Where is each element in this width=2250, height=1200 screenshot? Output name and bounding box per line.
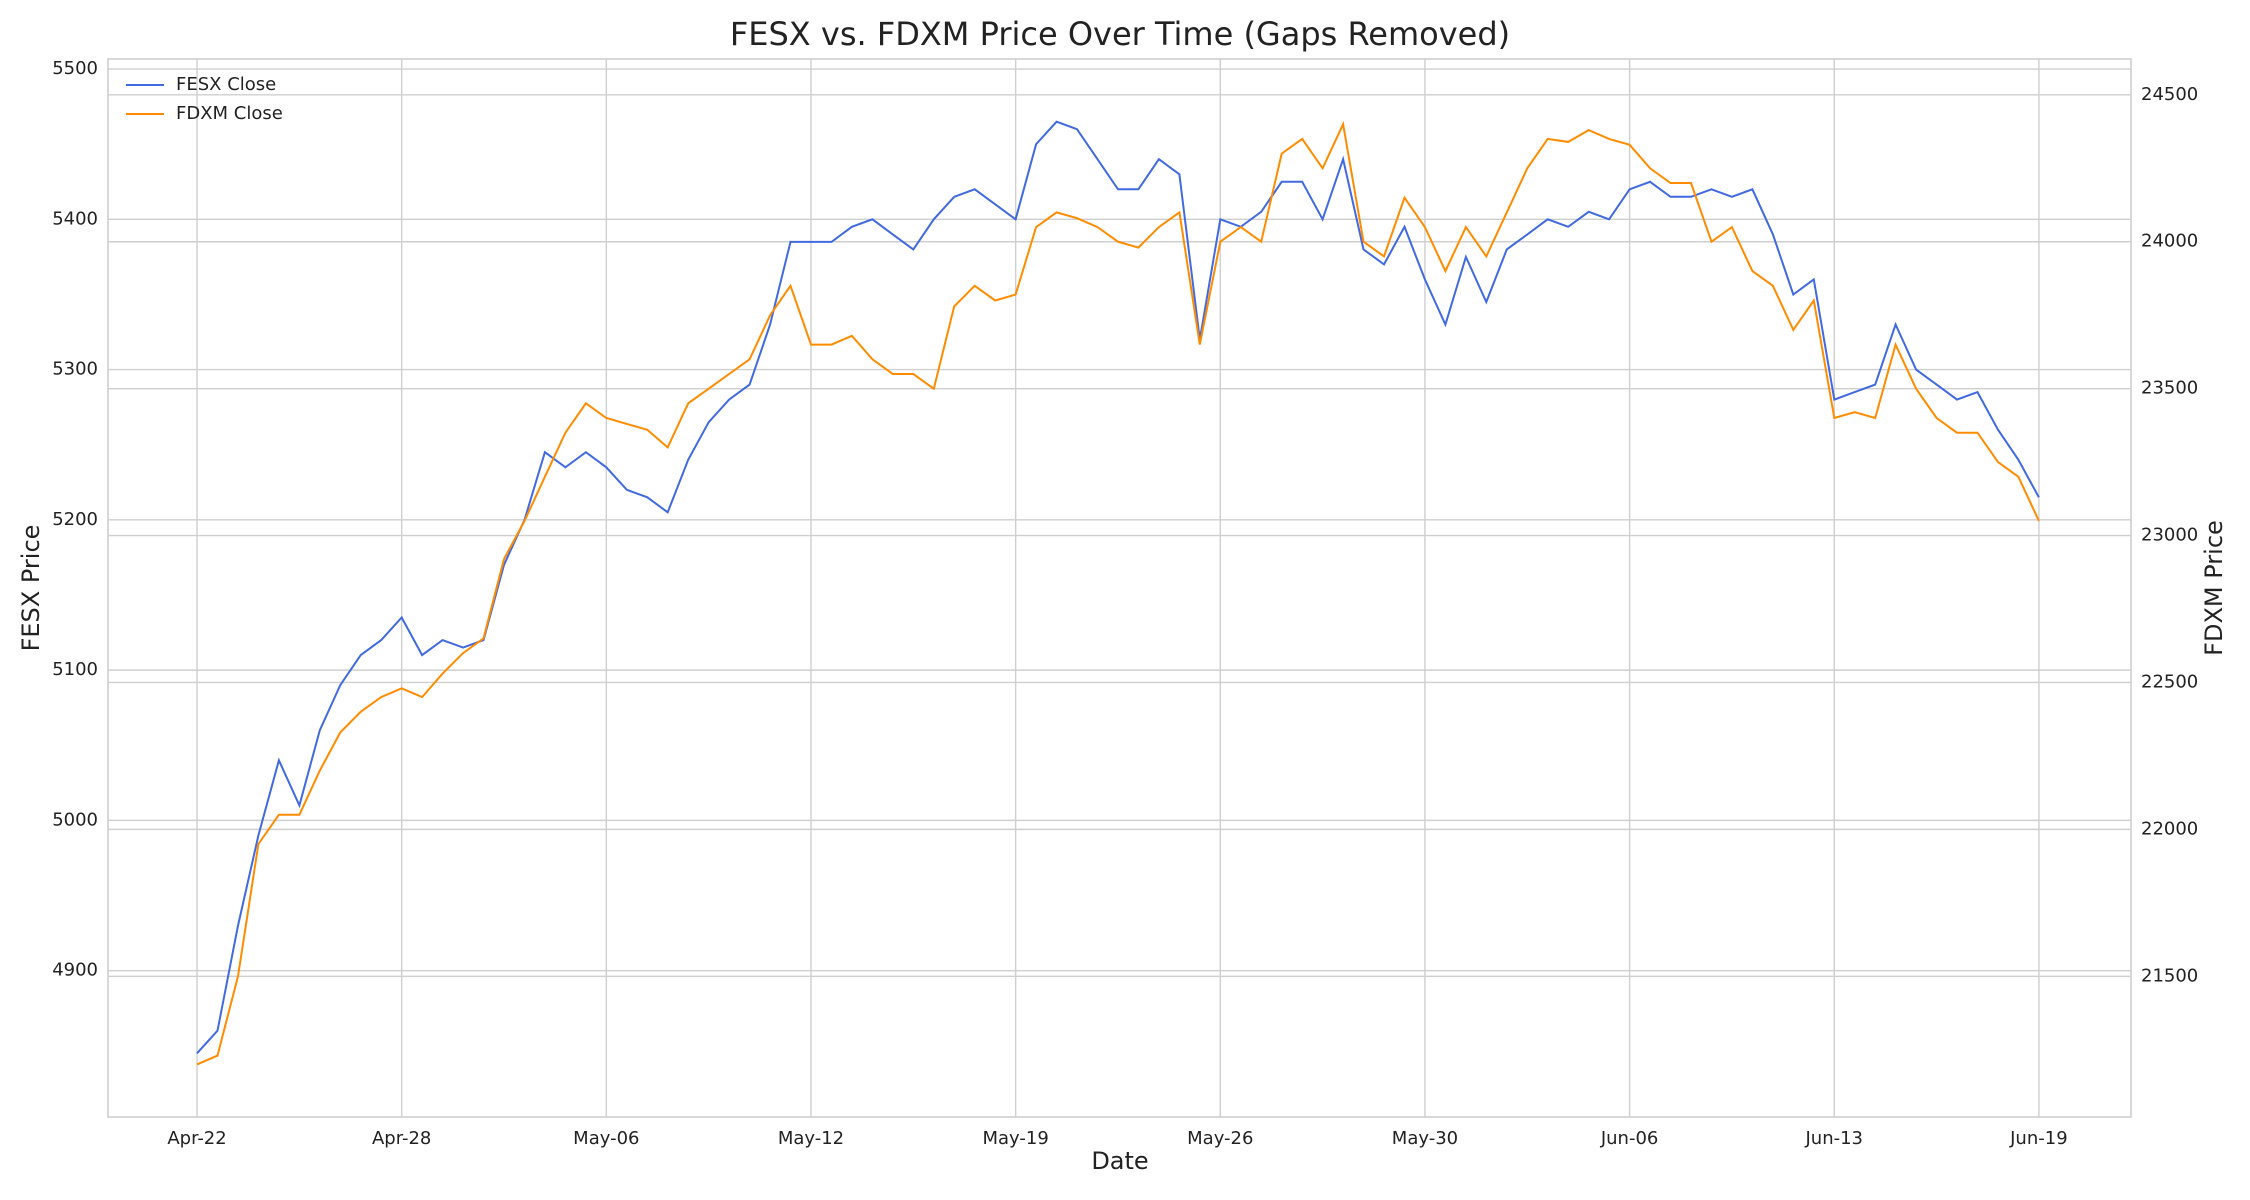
y-axis-label: FESX Price bbox=[17, 525, 45, 652]
x-tick-label: Jun-19 bbox=[2009, 1128, 2068, 1149]
legend-label: FDXM Close bbox=[176, 103, 283, 124]
x-tick-label: Apr-22 bbox=[167, 1128, 226, 1149]
x-tick-label: May-19 bbox=[982, 1128, 1048, 1149]
y2-tick-label: 23500 bbox=[2141, 378, 2198, 399]
y-tick-label: 5100 bbox=[52, 659, 98, 680]
y-tick-label: 5200 bbox=[52, 509, 98, 530]
y2-tick-label: 22500 bbox=[2141, 671, 2198, 692]
y-tick-label: 5300 bbox=[52, 359, 98, 380]
legend-label: FESX Close bbox=[176, 74, 276, 95]
series-line bbox=[196, 120, 2040, 1054]
y-tick-label: 4900 bbox=[52, 960, 98, 981]
y2-tick-label: 24500 bbox=[2141, 84, 2198, 105]
x-tick-label: Apr-28 bbox=[372, 1128, 431, 1149]
x-tick-label: May-26 bbox=[1187, 1128, 1253, 1149]
y2-tick-label: 21500 bbox=[2141, 965, 2198, 986]
y2-axis-label: FDXM Price bbox=[2200, 520, 2228, 656]
y-tick-label: 5000 bbox=[52, 809, 98, 830]
x-tick-label: May-06 bbox=[573, 1128, 639, 1149]
y2-tick-label: 23000 bbox=[2141, 525, 2198, 546]
x-tick-label: Jun-13 bbox=[1804, 1128, 1863, 1149]
plot-frame bbox=[107, 58, 2132, 1118]
y-tick-label: 5400 bbox=[52, 208, 98, 229]
y-tick-label: 5500 bbox=[52, 58, 98, 79]
series-line bbox=[196, 120, 2040, 1066]
x-tick-label: May-30 bbox=[1392, 1128, 1458, 1149]
y2-tick-label: 24000 bbox=[2141, 231, 2198, 252]
y2-tick-label: 22000 bbox=[2141, 818, 2198, 839]
x-tick-label: May-12 bbox=[778, 1128, 844, 1149]
chart-title: FESX vs. FDXM Price Over Time (Gaps Remo… bbox=[730, 15, 1510, 53]
x-tick-label: Jun-06 bbox=[1600, 1128, 1659, 1149]
x-axis-label: Date bbox=[1091, 1147, 1148, 1175]
